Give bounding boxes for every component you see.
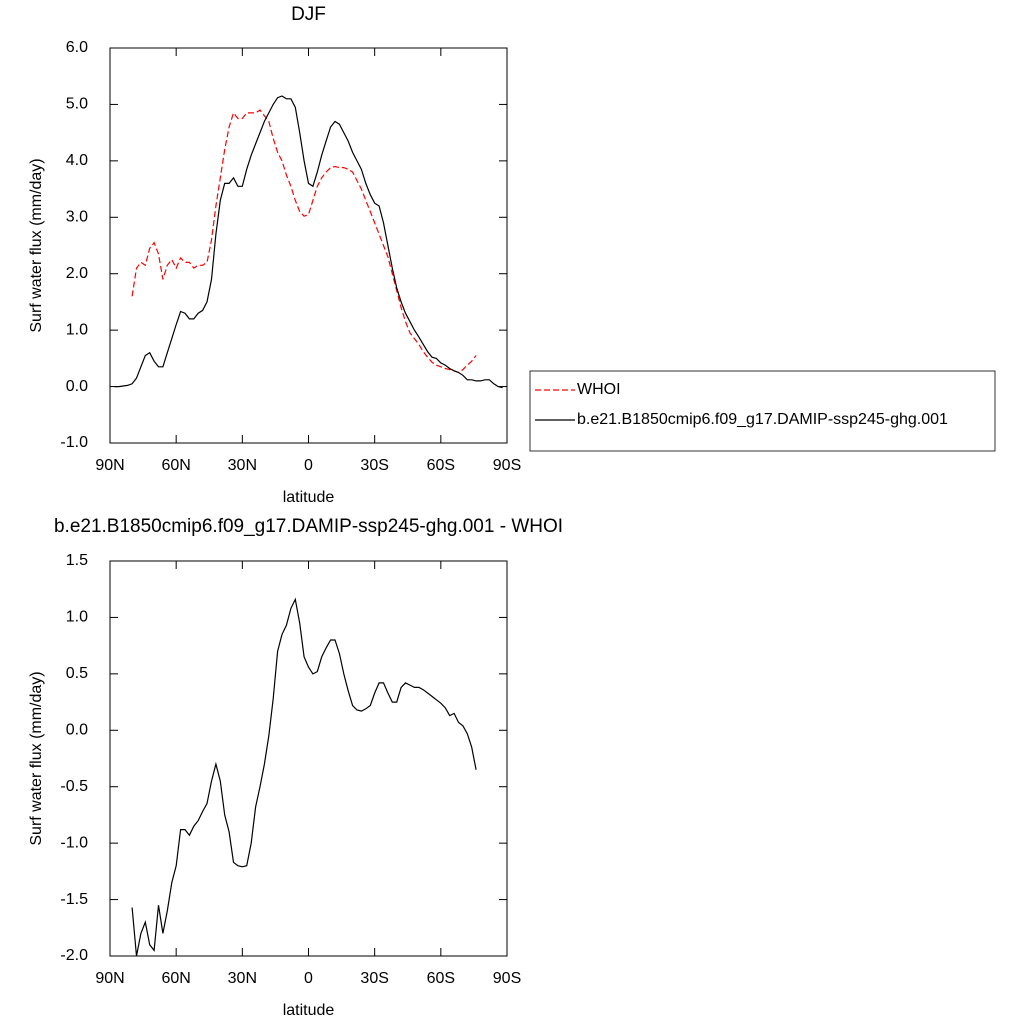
plot-frame xyxy=(109,47,508,444)
x-tick-label: 90S xyxy=(493,970,521,987)
x-tick-label: 0 xyxy=(304,457,313,474)
chart-title: b.e21.B1850cmip6.f09_g17.DAMIP-ssp245-gh… xyxy=(54,516,563,537)
legend-box xyxy=(529,370,996,452)
x-tick-label: 30N xyxy=(228,970,257,987)
x-axis-label: latitude xyxy=(283,1002,335,1019)
x-tick-label: 60N xyxy=(161,970,190,987)
y-tick-label: 0.5 xyxy=(66,665,88,682)
y-tick-label: 4.0 xyxy=(66,152,88,169)
x-tick-label: 60S xyxy=(427,457,455,474)
y-tick-label: 1.5 xyxy=(66,552,88,569)
data-line xyxy=(114,95,503,389)
x-tick-label: 30S xyxy=(360,970,388,987)
data-line xyxy=(131,597,477,957)
y-tick-label: 2.0 xyxy=(66,265,88,282)
y-tick-label: -1.0 xyxy=(60,434,88,451)
data-line xyxy=(131,109,477,374)
y-tick-label: 5.0 xyxy=(66,96,88,113)
x-tick-label: 90N xyxy=(95,970,124,987)
y-tick-label: 0.0 xyxy=(66,378,88,395)
y-tick-label: 1.0 xyxy=(66,609,88,626)
y-tick-label: 0.0 xyxy=(66,722,88,739)
y-tick-label: 3.0 xyxy=(66,209,88,226)
y-axis-label: Surf water flux (mm/day) xyxy=(28,671,45,845)
y-axis-label: Surf water flux (mm/day) xyxy=(28,158,45,332)
x-tick-label: 60N xyxy=(161,457,190,474)
legend-label: b.e21.B1850cmip6.f09_g17.DAMIP-ssp245-gh… xyxy=(577,411,948,428)
chart-title: DJF xyxy=(291,4,326,25)
y-tick-label: -0.5 xyxy=(60,778,88,795)
x-tick-label: 0 xyxy=(304,970,313,987)
y-tick-label: -2.0 xyxy=(60,947,88,964)
x-tick-label: 60S xyxy=(427,970,455,987)
y-tick-label: -1.5 xyxy=(60,891,88,908)
y-tick-label: 6.0 xyxy=(66,39,88,56)
x-tick-label: 30S xyxy=(360,457,388,474)
y-tick-label: 1.0 xyxy=(66,321,88,338)
y-tick-label: -1.0 xyxy=(60,834,88,851)
x-axis-label: latitude xyxy=(283,489,335,506)
x-tick-label: 90S xyxy=(493,457,521,474)
x-tick-label: 90N xyxy=(95,457,124,474)
plot-frame xyxy=(109,560,508,957)
legend-label: WHOI xyxy=(577,381,621,398)
x-tick-label: 30N xyxy=(228,457,257,474)
